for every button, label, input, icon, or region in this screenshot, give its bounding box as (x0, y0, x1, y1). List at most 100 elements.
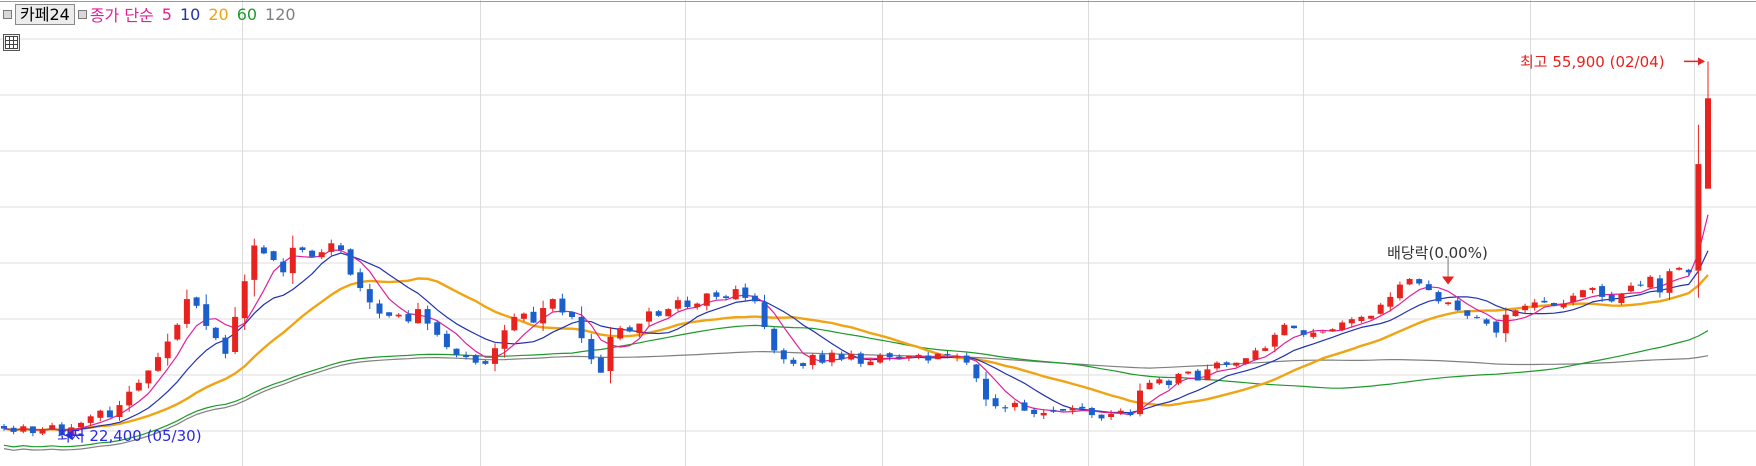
ma120-label[interactable]: 120 (265, 4, 296, 24)
candle-body (328, 243, 335, 252)
candle-body (241, 281, 248, 319)
candle-body (501, 330, 508, 349)
candle-body (915, 354, 922, 357)
candle-body (1252, 350, 1259, 360)
candle-body (260, 247, 267, 254)
candle-body (183, 299, 190, 324)
candle-body (174, 324, 181, 340)
candle-body (520, 313, 527, 319)
candle-body (1512, 310, 1519, 317)
candle-body (925, 355, 932, 361)
candle-body (626, 327, 633, 332)
candle-body (1319, 331, 1326, 333)
candle-body (780, 350, 787, 360)
candle-body (1435, 292, 1442, 302)
candle-body (694, 303, 701, 308)
candle-body (1445, 302, 1452, 305)
ma10-label[interactable]: 10 (179, 4, 201, 24)
candle-body (1329, 329, 1336, 332)
low-price-label: 최저 22,400 (05/30) (57, 427, 202, 446)
legend-toggle-right[interactable] (77, 9, 87, 19)
candle-body (347, 249, 354, 275)
candle-body (1310, 332, 1317, 337)
ma5-label[interactable]: 5 (161, 4, 172, 24)
candle-body (338, 245, 344, 250)
candle-body (443, 333, 450, 348)
legend-toggle-left[interactable] (3, 9, 12, 19)
candle-body (482, 361, 489, 364)
grid-table-icon[interactable] (3, 34, 20, 51)
candle-body (1608, 294, 1615, 302)
candle-body (838, 354, 845, 360)
candle-body (232, 316, 239, 352)
candle-body (1040, 412, 1047, 416)
candle-body (1348, 319, 1355, 324)
candle-body (1358, 316, 1365, 321)
ma10-line (3, 250, 1709, 431)
candle-body (1560, 303, 1567, 308)
candle-body (1291, 325, 1297, 329)
candle-body (1204, 369, 1211, 381)
candle-body (1281, 324, 1288, 336)
candle-body (1531, 302, 1538, 308)
candle-body (886, 353, 893, 358)
candle-body (1108, 414, 1115, 417)
ma60-label[interactable]: 60 (236, 4, 258, 24)
candle-body (106, 410, 113, 418)
candle-body (1618, 293, 1625, 303)
candle-body (1098, 414, 1105, 419)
candle-body (1079, 406, 1086, 409)
candle-body (222, 337, 229, 354)
candle-body (10, 427, 17, 432)
candle-body (155, 357, 161, 371)
candle-body (280, 261, 287, 273)
candle-body (809, 354, 816, 365)
high-arrow-head (1698, 57, 1705, 66)
candle-body (983, 378, 989, 400)
candle-body (1031, 409, 1038, 414)
candle-body (751, 295, 758, 302)
candle-body (1637, 284, 1644, 286)
candle-body (1454, 300, 1461, 311)
candle-body (29, 426, 36, 433)
ma60-line (3, 324, 1709, 448)
candle-body (1137, 390, 1143, 415)
candle-body (857, 353, 864, 364)
candle-body (549, 299, 556, 309)
candle-body (1194, 370, 1201, 381)
candle-body (1242, 358, 1249, 364)
candle-body (1695, 164, 1702, 271)
candle-body (655, 311, 662, 316)
candle-body (723, 296, 729, 298)
candle-body (713, 292, 720, 297)
candle-body (1214, 362, 1220, 369)
candle-body (1541, 300, 1548, 303)
candle-body (761, 302, 768, 327)
candle-body (617, 328, 624, 339)
candle-body (1570, 295, 1577, 303)
candle-body (1368, 315, 1375, 319)
candle-body (800, 363, 807, 366)
candle-body (771, 328, 778, 351)
ma20-label[interactable]: 20 (208, 4, 229, 24)
candle-body (1406, 279, 1413, 285)
candle-body (309, 250, 316, 257)
candle-body (1165, 380, 1172, 385)
candle-body (87, 416, 94, 423)
candle-body (434, 322, 441, 335)
candle-body (1628, 285, 1634, 292)
stock-name[interactable]: 카페24 (15, 3, 75, 25)
candle-body (1396, 284, 1403, 299)
candle-body (559, 298, 566, 313)
candle-body (896, 356, 903, 359)
candle-body (1233, 362, 1240, 366)
candle-body (867, 361, 874, 366)
candle-body (588, 339, 595, 360)
candle-body (1522, 305, 1529, 311)
markers (64, 57, 1705, 441)
candle-body (636, 323, 643, 334)
candle-body (877, 354, 884, 363)
candle-body (1551, 303, 1557, 306)
candle-body (405, 314, 412, 322)
candle-body (1647, 276, 1654, 288)
